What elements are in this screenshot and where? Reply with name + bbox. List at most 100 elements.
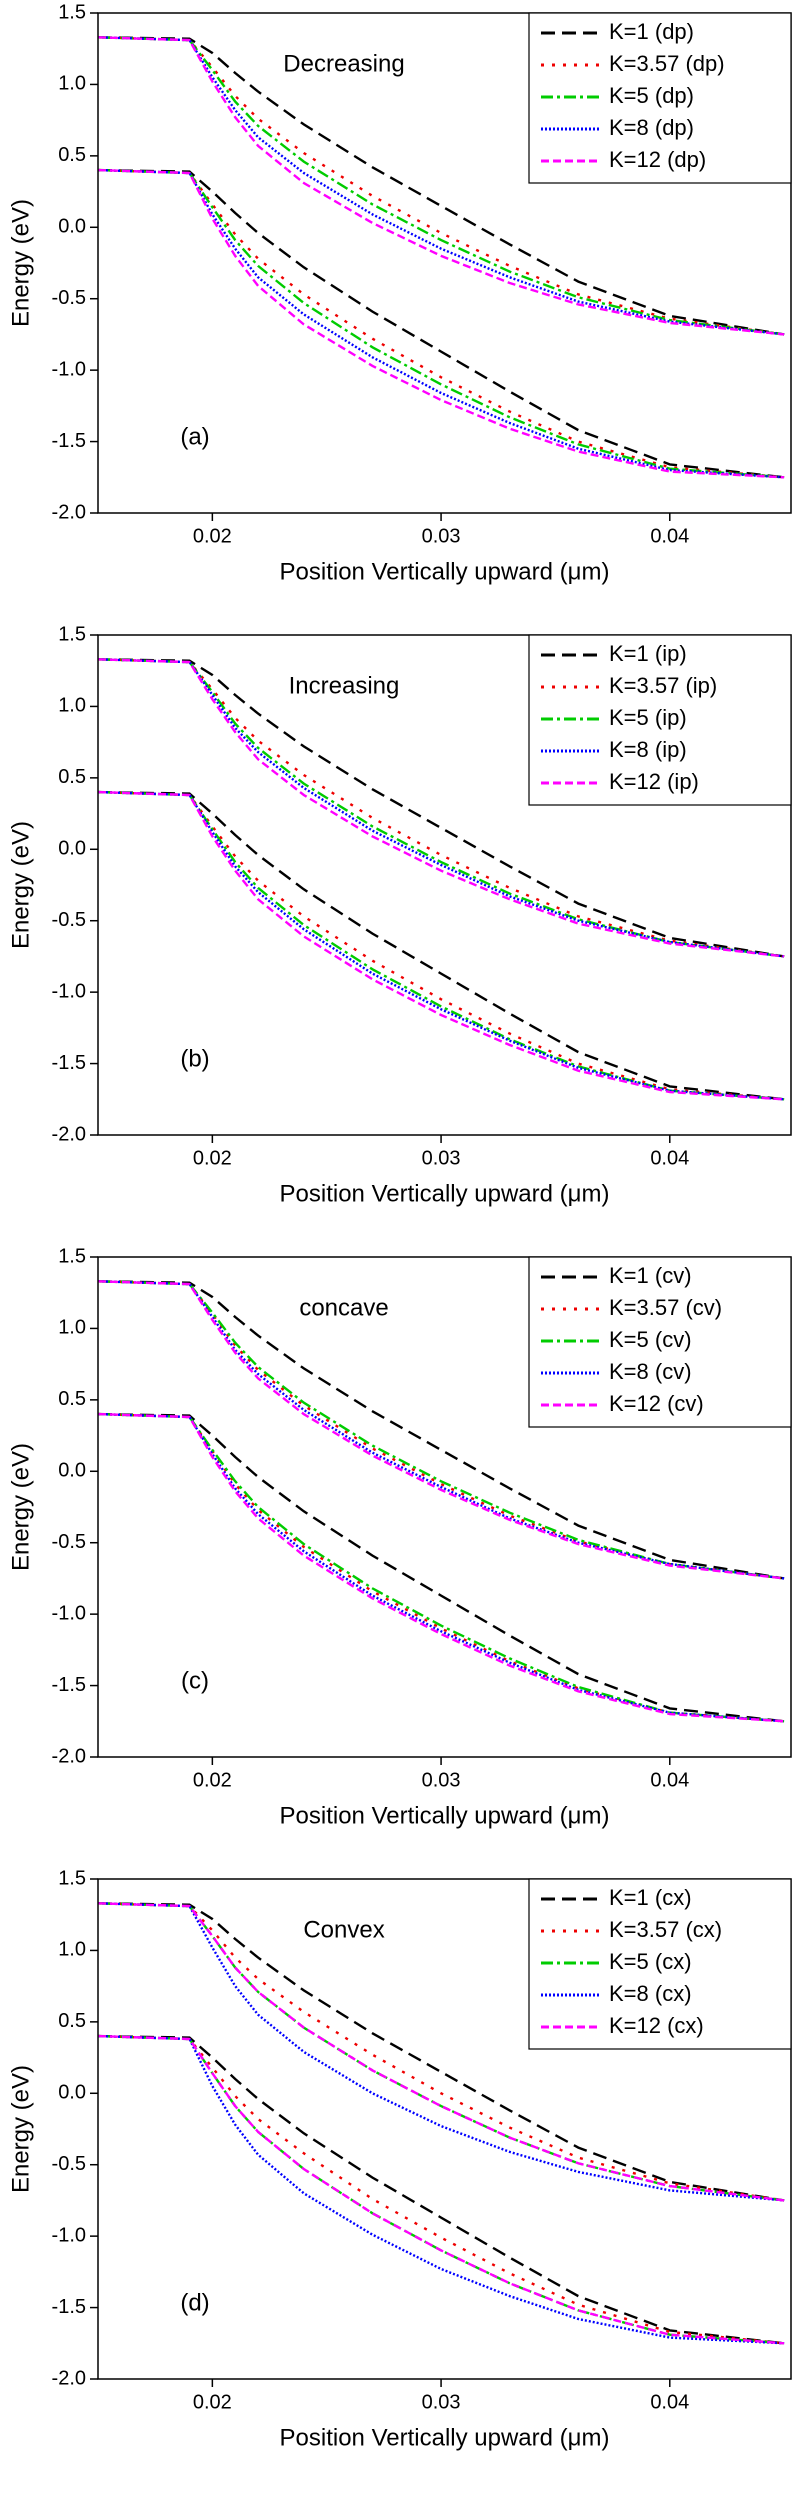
x-tick-label: 0.03 <box>422 1769 461 1791</box>
y-tick-label: 1.5 <box>58 623 86 645</box>
plot-frame <box>97 634 792 1136</box>
legend-label: K=1 (ip) <box>609 641 687 666</box>
series-line <box>98 2034 785 2345</box>
y-tick-label: 1.5 <box>58 1 86 23</box>
x-tick-label: 0.02 <box>193 1147 232 1169</box>
series-line <box>98 36 785 336</box>
y-tick-label: 1.0 <box>58 695 86 717</box>
series-line <box>98 36 785 336</box>
panel-title: Decreasing <box>283 50 404 77</box>
series-line <box>98 658 785 958</box>
series-line <box>98 2034 785 2345</box>
panel-title: Convex <box>303 1916 384 1943</box>
legend-label: K=12 (ip) <box>609 769 699 794</box>
series-line <box>98 1280 785 1580</box>
y-tick-label: -1.5 <box>52 430 86 452</box>
series-line <box>98 168 785 479</box>
series-line <box>98 658 785 958</box>
y-tick-label: 0.5 <box>58 2010 86 2032</box>
y-tick-label: 0.0 <box>58 1460 86 1482</box>
legend-label: K=5 (ip) <box>609 705 687 730</box>
panel-label: (d) <box>180 2289 209 2316</box>
x-tick-label: 0.04 <box>650 1769 689 1791</box>
x-tick-label: 0.03 <box>422 1147 461 1169</box>
panel-label: (c) <box>181 1667 209 1694</box>
y-tick-label: -2.0 <box>52 1123 86 1145</box>
y-axis-title: Energy (eV) <box>7 821 34 949</box>
y-axis-title: Energy (eV) <box>7 1443 34 1571</box>
plot-frame <box>97 1878 792 2380</box>
x-axis-title: Position Vertically upward (μm) <box>280 1180 610 1207</box>
y-tick-label: 1.0 <box>58 1317 86 1339</box>
panel: -2.0 -1.5 -1.0 -0.5 0.0 0.5 1.0 1.5 0.02 0.03 0.04… <box>7 1245 792 1829</box>
series-line <box>98 36 785 336</box>
y-tick-label: 1.5 <box>58 1245 86 1267</box>
panel: -2.0 -1.5 -1.0 -0.5 0.0 0.5 1.0 1.5 0.02 0.03 0.04… <box>7 623 792 1207</box>
plot-lines <box>98 1280 785 1723</box>
series-line <box>98 36 785 336</box>
series-line <box>98 790 785 1101</box>
series-line <box>98 168 785 479</box>
y-tick-label: 1.0 <box>58 73 86 95</box>
y-tick-label: 1.0 <box>58 1939 86 1961</box>
series-line <box>98 168 785 479</box>
plot-lines <box>98 658 785 1101</box>
x-tick-label: 0.04 <box>650 2391 689 2413</box>
series-line <box>98 168 785 479</box>
y-tick-label: -2.0 <box>52 2367 86 2389</box>
x-tick-label: 0.02 <box>193 525 232 547</box>
panel: -2.0 -1.5 -1.0 -0.5 0.0 0.5 1.0 1.5 0.02 0.03 0.04… <box>7 1 792 585</box>
series-line <box>98 1902 785 2202</box>
x-tick-label: 0.04 <box>650 1147 689 1169</box>
y-tick-label: 0.0 <box>58 216 86 238</box>
x-axis-title: Position Vertically upward (μm) <box>280 1802 610 1829</box>
y-tick-label: -1.0 <box>52 980 86 1002</box>
series-line <box>98 2034 785 2345</box>
panel-title: Increasing <box>289 672 400 699</box>
legend-label: K=3.57 (cv) <box>609 1295 722 1320</box>
legend-label: K=3.57 (dp) <box>609 51 725 76</box>
series-line <box>98 1412 785 1723</box>
series-line <box>98 1902 785 2202</box>
y-tick-label: -0.5 <box>52 2153 86 2175</box>
legend-label: K=1 (dp) <box>609 19 694 44</box>
series-line <box>98 1280 785 1580</box>
legend-label: K=5 (cv) <box>609 1327 692 1352</box>
plot-frame <box>97 1256 792 1758</box>
y-tick-label: -0.5 <box>52 909 86 931</box>
y-tick-label: -1.5 <box>52 1674 86 1696</box>
series-line <box>98 1412 785 1723</box>
y-tick-label: 0.0 <box>58 2082 86 2104</box>
y-tick-label: -2.0 <box>52 501 86 523</box>
legend-label: K=5 (cx) <box>609 1949 692 1974</box>
series-line <box>98 790 785 1101</box>
x-tick-label: 0.02 <box>193 1769 232 1791</box>
panel-label: (b) <box>180 1045 209 1072</box>
legend-label: K=8 (cx) <box>609 1981 692 2006</box>
legend-label: K=8 (ip) <box>609 737 687 762</box>
y-tick-label: -1.5 <box>52 1052 86 1074</box>
y-tick-label: 0.5 <box>58 144 86 166</box>
y-tick-label: -0.5 <box>52 287 86 309</box>
legend-label: K=12 (cv) <box>609 1391 704 1416</box>
legend-label: K=1 (cv) <box>609 1263 692 1288</box>
y-axis-title: Energy (eV) <box>7 2065 34 2193</box>
legend-label: K=1 (cx) <box>609 1885 692 1910</box>
panel-title: concave <box>299 1294 388 1321</box>
legend-label: K=8 (cv) <box>609 1359 692 1384</box>
series-line <box>98 790 785 1101</box>
y-tick-label: -1.0 <box>52 2224 86 2246</box>
y-tick-label: -0.5 <box>52 1531 86 1553</box>
y-tick-label: 0.0 <box>58 838 86 860</box>
legend-label: K=3.57 (ip) <box>609 673 717 698</box>
series-line <box>98 36 785 336</box>
series-line <box>98 790 785 1101</box>
y-axis-title: Energy (eV) <box>7 199 34 327</box>
series-line <box>98 1412 785 1723</box>
plot-frame <box>97 12 792 514</box>
legend-label: K=3.57 (cx) <box>609 1917 722 1942</box>
panel-label: (a) <box>180 423 209 450</box>
legend-label: K=5 (dp) <box>609 83 694 108</box>
legend-label: K=12 (dp) <box>609 147 706 172</box>
